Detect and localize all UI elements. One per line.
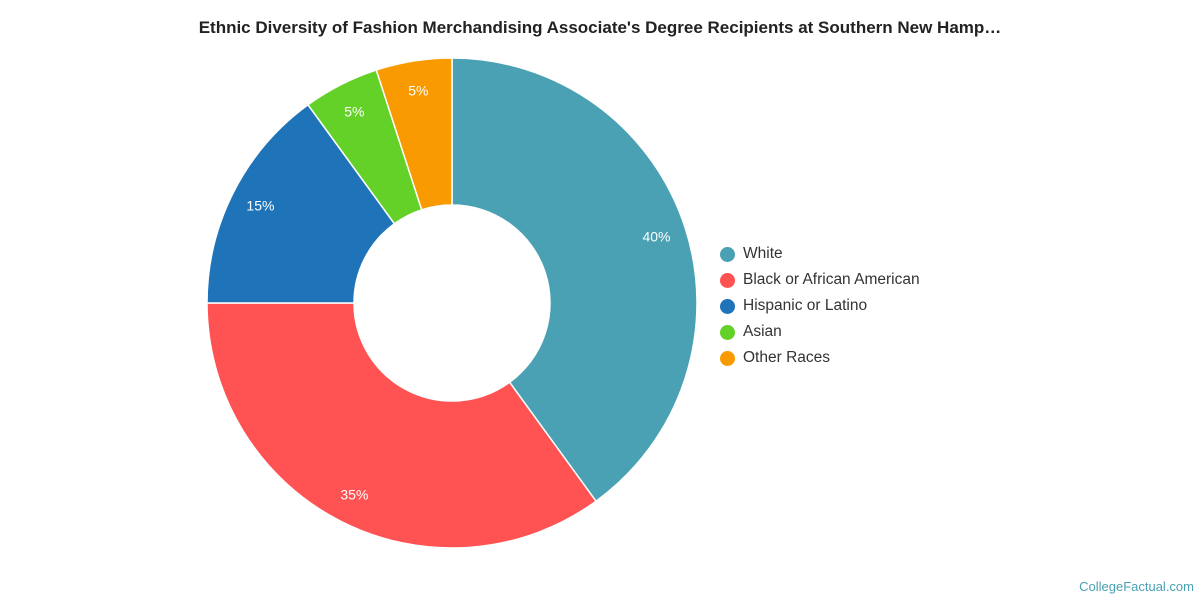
chart-title: Ethnic Diversity of Fashion Merchandisin…	[198, 18, 1002, 37]
legend-swatch-icon	[720, 272, 735, 288]
legend-label: Other Races	[743, 349, 831, 366]
slice-black-or-african-american[interactable]	[206, 302, 598, 549]
legend-label: Black or African American	[743, 271, 920, 288]
legend-label: Hispanic or Latino	[743, 297, 868, 314]
slice-white[interactable]	[451, 57, 698, 503]
legend-item[interactable]: Black or African American	[720, 267, 920, 293]
legend-swatch-icon	[720, 246, 735, 262]
legend-label: Asian	[743, 323, 782, 340]
slice-hispanic-or-latino[interactable]	[206, 103, 396, 304]
data-label: 35%	[340, 487, 368, 503]
legend-item[interactable]: White	[720, 241, 920, 267]
data-label: 5%	[408, 83, 428, 99]
data-label: 5%	[344, 103, 364, 119]
legend: White Black or African American Hispanic o…	[720, 241, 920, 371]
legend-item[interactable]: Asian	[720, 319, 920, 345]
legend-item[interactable]: Other Races	[720, 345, 920, 371]
slice-other-races[interactable]	[375, 57, 453, 211]
legend-swatch-icon	[720, 324, 735, 340]
legend-swatch-icon	[720, 350, 735, 366]
credit-link[interactable]: CollegeFactual.com	[1079, 579, 1194, 594]
data-label: 15%	[246, 197, 274, 213]
data-label: 40%	[642, 229, 670, 245]
legend-label: White	[743, 245, 783, 262]
legend-swatch-icon	[720, 298, 735, 314]
legend-item[interactable]: Hispanic or Latino	[720, 293, 920, 319]
